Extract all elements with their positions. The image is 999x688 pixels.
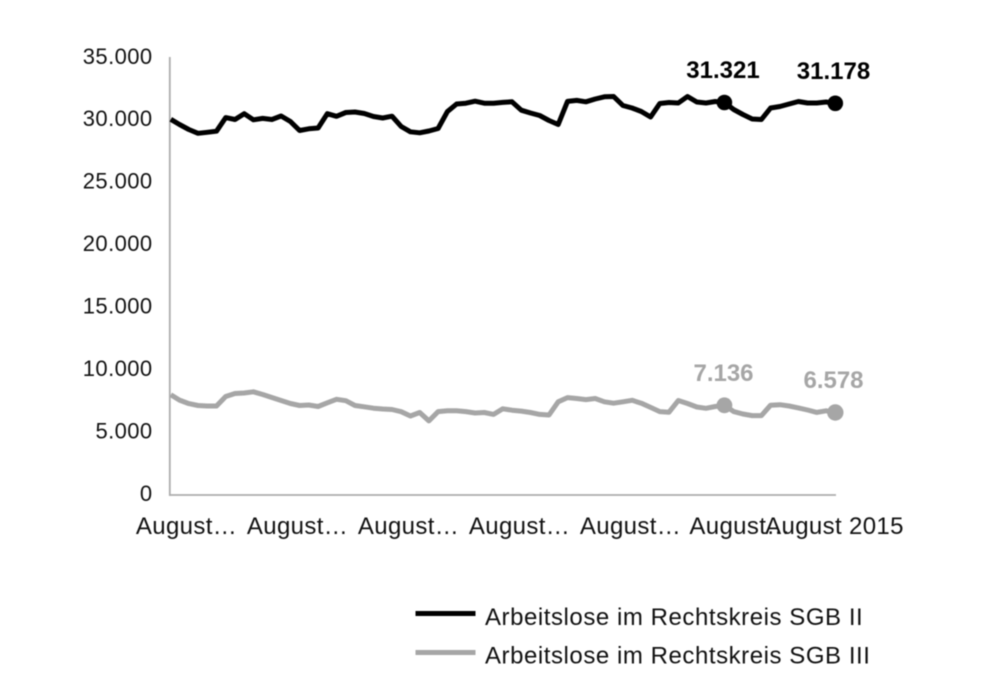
svg-text:25.000: 25.000 [83, 169, 153, 194]
svg-text:7.136: 7.136 [693, 360, 753, 387]
svg-text:35.000: 35.000 [83, 44, 153, 69]
svg-text:Arbeitslose im Rechtskreis SGB: Arbeitslose im Rechtskreis SGB III [485, 643, 870, 670]
svg-text:August…: August… [469, 513, 570, 540]
svg-text:0: 0 [140, 481, 153, 506]
svg-text:10.000: 10.000 [83, 356, 153, 381]
svg-text:August…: August… [136, 513, 237, 540]
svg-text:August…: August… [580, 513, 681, 540]
svg-text:6.578: 6.578 [803, 367, 863, 394]
svg-text:31.178: 31.178 [797, 58, 870, 85]
svg-text:31.321: 31.321 [686, 57, 759, 84]
svg-text:August 2015: August 2015 [765, 513, 904, 540]
svg-text:5.000: 5.000 [95, 418, 152, 443]
svg-text:August…: August… [358, 513, 459, 540]
svg-text:30.000: 30.000 [83, 106, 153, 131]
svg-text:15.000: 15.000 [83, 294, 153, 319]
svg-text:Arbeitslose im Rechtskreis SGB: Arbeitslose im Rechtskreis SGB II [485, 604, 863, 631]
svg-text:20.000: 20.000 [83, 231, 153, 256]
svg-text:August…: August… [689, 513, 790, 540]
svg-text:August…: August… [247, 513, 348, 540]
